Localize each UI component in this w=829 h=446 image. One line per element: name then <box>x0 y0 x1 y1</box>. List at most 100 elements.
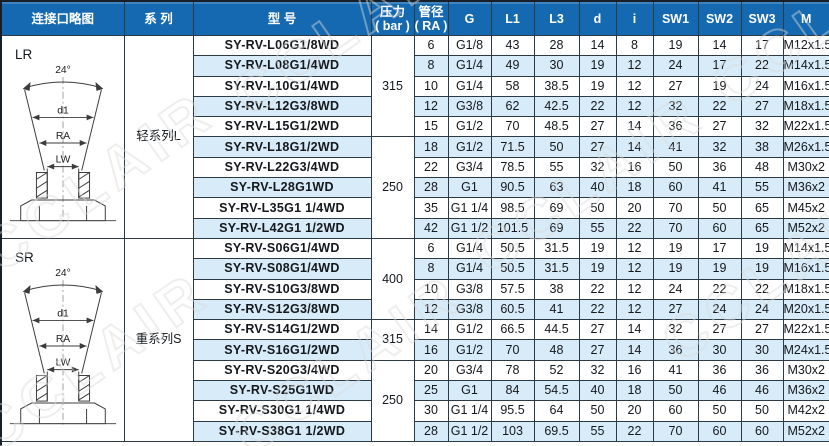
l1-cell: 78 <box>490 359 535 382</box>
model-cell: SY-RV-L12G3/8WD <box>192 95 372 118</box>
l1-cell: 66.5 <box>490 319 535 341</box>
g-cell: G3/8 <box>447 278 492 300</box>
d-cell: 27 <box>578 136 617 158</box>
i-cell: 12 <box>615 258 654 280</box>
model-cell: SY-RV-L28G1WD <box>192 177 372 199</box>
table-row: SY-RV-L10G1/4WD 10 G1/4 58 38.5 19 12 27… <box>1 75 829 97</box>
model-cell: SY-RV-L22G3/4WD <box>192 156 372 179</box>
d-cell: 55 <box>578 420 617 442</box>
g-cell: G1/4 <box>447 237 492 260</box>
sw1-cell: 24 <box>652 55 699 77</box>
pressure-header-line2: ( bar ) <box>375 18 410 33</box>
model-cell: SY-RV-L35G1 1/4WD <box>192 197 372 219</box>
table-row: SY-RV-S38G1 1/2WD 28 G1 1/2 103 69.5 55 … <box>1 420 829 442</box>
model-cell: SY-RV-L06G1/8WD <box>192 34 372 57</box>
l3-cell: 31.5 <box>533 258 580 280</box>
i-cell: 14 <box>615 339 654 361</box>
l1-cell: 70 <box>490 116 535 138</box>
m-cell: M42x2 <box>782 400 829 422</box>
diagram-label-lr: LR <box>15 47 33 62</box>
table-row: SY-RV-L42G1 1/2WD 42 G1 1/2 101.5 69 55 … <box>1 217 829 239</box>
table-row: SY-RV-L18G1/2WD 250 18 G1/2 71.5 50 27 1… <box>1 136 829 239</box>
g-cell: G1 1/2 <box>447 217 492 239</box>
ra-cell: 14 <box>413 319 449 341</box>
d-cell: 40 <box>578 380 617 402</box>
sw2-cell: 22 <box>697 95 742 118</box>
pressure-cell: 250 <box>370 136 415 239</box>
sw2-cell: 50 <box>697 400 742 422</box>
g-cell: G1/2 <box>447 136 492 158</box>
g-cell: G1/2 <box>447 339 492 361</box>
i-cell: 12 <box>615 75 654 97</box>
col-header-i: i <box>615 0 654 36</box>
sw1-cell: 70 <box>652 217 699 239</box>
i-cell: 22 <box>615 217 654 239</box>
d-cell: 32 <box>578 156 617 179</box>
col-header-l3: L3 <box>533 0 580 36</box>
sw2-cell: 17 <box>697 55 742 77</box>
table-row: SY-RV-S16G1/2WD 16 G1/2 70 48 27 14 36 3… <box>1 339 829 361</box>
ra-cell: 20 <box>413 359 449 382</box>
m-cell: M52x2 <box>782 217 829 239</box>
series-cell-heavy: 重系列S <box>123 237 194 442</box>
l3-cell: 28 <box>533 34 580 57</box>
ra-cell: 30 <box>413 400 449 422</box>
sw3-cell: 27 <box>740 95 784 118</box>
m-cell: M16x1.5 <box>782 258 829 280</box>
sw3-cell: 55 <box>740 177 784 199</box>
col-header-g: G <box>447 0 492 36</box>
m-cell: M18x1.5 <box>782 95 829 118</box>
l1-cell: 43 <box>490 34 535 57</box>
i-cell: 18 <box>615 380 654 402</box>
col-header-sw1: SW1 <box>652 0 699 36</box>
i-cell: 12 <box>615 298 654 321</box>
col-header-d: d <box>578 0 617 36</box>
sw1-cell: 41 <box>652 136 699 158</box>
pressure-cell: 250 <box>370 359 415 442</box>
g-cell: G3/4 <box>447 156 492 179</box>
table-row: SY-RV-S12G3/8WD 12 G3/8 60.5 41 22 12 27… <box>1 298 829 321</box>
sw2-cell: 46 <box>697 380 742 402</box>
i-cell: 14 <box>615 136 654 158</box>
sw3-cell: 19 <box>740 237 784 260</box>
l3-cell: 63 <box>533 177 580 199</box>
l3-cell: 52 <box>533 359 580 382</box>
m-cell: M24x1.5 <box>782 339 829 361</box>
g-cell: G3/4 <box>447 359 492 382</box>
g-cell: G1 <box>447 177 492 199</box>
model-cell: SY-RV-L42G1 1/2WD <box>192 217 372 239</box>
sw3-cell: 27 <box>740 319 784 341</box>
sw3-cell: 30 <box>740 339 784 361</box>
i-cell: 12 <box>615 95 654 118</box>
ra-cell: 25 <box>413 380 449 402</box>
sw3-cell: 60 <box>740 420 784 442</box>
sw1-cell: 27 <box>652 298 699 321</box>
l3-cell: 41 <box>533 298 580 321</box>
sw3-cell: 46 <box>740 380 784 402</box>
col-header-sw2: SW2 <box>697 0 742 36</box>
d-cell: 40 <box>578 177 617 199</box>
m-cell: M22x1.5 <box>782 319 829 341</box>
sw3-cell: 36 <box>740 359 784 382</box>
table-row: SY-RV-S08G1/4WD 8 G1/4 50.5 31.5 19 12 1… <box>1 258 829 280</box>
l3-cell: 31.5 <box>533 237 580 260</box>
d-cell: 27 <box>578 319 617 341</box>
model-cell: SY-RV-S30G1 1/4WD <box>192 400 372 422</box>
sw3-cell: 48 <box>740 156 784 179</box>
m-cell: M18x1.5 <box>782 278 829 300</box>
ra-cell: 28 <box>413 177 449 199</box>
col-header-model: 型 号 <box>192 0 372 36</box>
model-cell: SY-RV-S10G3/8WD <box>192 278 372 300</box>
i-cell: 12 <box>615 55 654 77</box>
col-header-diagram: 连接口略图 <box>0 0 125 36</box>
table-row: LR 24° d1 <box>0 34 829 239</box>
sw3-cell: 22 <box>740 278 784 300</box>
sw2-cell: 27 <box>697 319 742 341</box>
d-cell: 27 <box>578 339 617 361</box>
table-row: SY-RV-S20G3/4WD 250 20 G3/4 78 52 32 16 … <box>1 359 829 442</box>
ra-cell: 35 <box>413 197 449 219</box>
m-cell: M36x2 <box>782 380 829 402</box>
g-cell: G1/4 <box>447 55 492 77</box>
bore-header-line2: ( RA ) <box>414 18 448 33</box>
